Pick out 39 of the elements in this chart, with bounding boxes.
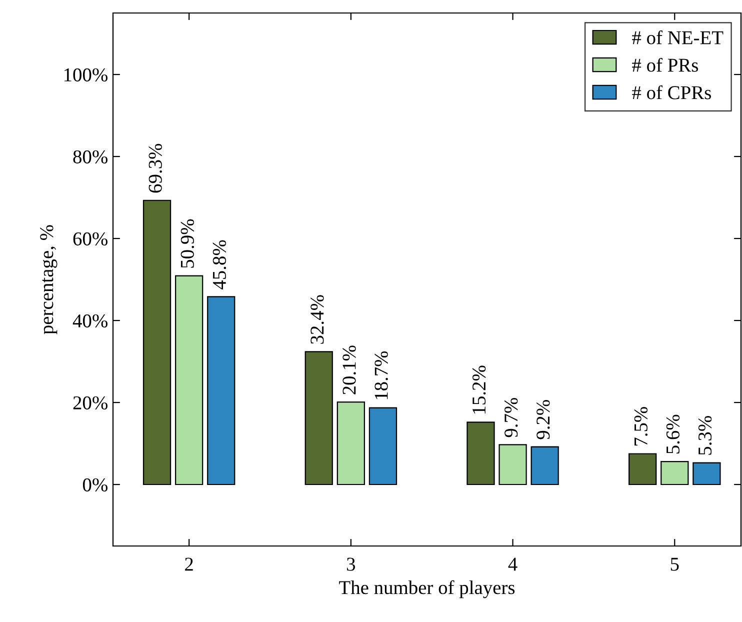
y-axis-title: percentage, % xyxy=(40,225,58,334)
data-label: 5.6% xyxy=(666,414,680,454)
y-tick-label: 60% xyxy=(73,232,108,246)
data-label: 50.9% xyxy=(180,219,194,268)
data-label: 18.7% xyxy=(374,351,388,400)
y-tick-label: 100% xyxy=(64,68,108,82)
legend-label: # of PRs xyxy=(632,58,698,72)
data-label: 15.2% xyxy=(472,366,486,414)
x-tick-label: 3 xyxy=(346,558,356,571)
legend-label: # of CPRs xyxy=(632,85,711,100)
bar xyxy=(466,422,495,486)
legend-label: # of NE-ET xyxy=(632,30,724,44)
y-tick-label: 0% xyxy=(82,478,108,492)
bar xyxy=(304,351,333,486)
x-tick-label: 4 xyxy=(508,558,518,571)
bar xyxy=(175,275,204,486)
data-label: 5.3% xyxy=(698,416,712,455)
y-tick-label: 80% xyxy=(73,150,108,164)
bar xyxy=(498,444,527,486)
x-axis-title: The number of players xyxy=(339,580,515,598)
bar xyxy=(660,460,689,486)
data-label: 32.4% xyxy=(310,295,324,344)
data-label: 20.1% xyxy=(342,346,356,394)
bar xyxy=(207,296,236,486)
bar xyxy=(692,462,721,486)
bar xyxy=(142,200,172,486)
bar xyxy=(628,453,657,486)
x-tick-label: 5 xyxy=(670,558,679,571)
y-tick-label: 20% xyxy=(73,396,108,410)
data-label: 69.3% xyxy=(148,144,162,193)
x-tick-label: 2 xyxy=(185,558,193,571)
data-label: 9.7% xyxy=(504,398,518,438)
data-label: 7.5% xyxy=(634,406,648,446)
bar xyxy=(530,446,559,486)
bar xyxy=(368,407,398,486)
data-label: 9.2% xyxy=(536,400,550,440)
bar xyxy=(336,402,365,486)
y-tick-label: 40% xyxy=(72,314,108,328)
data-label: 45.8% xyxy=(212,240,226,290)
